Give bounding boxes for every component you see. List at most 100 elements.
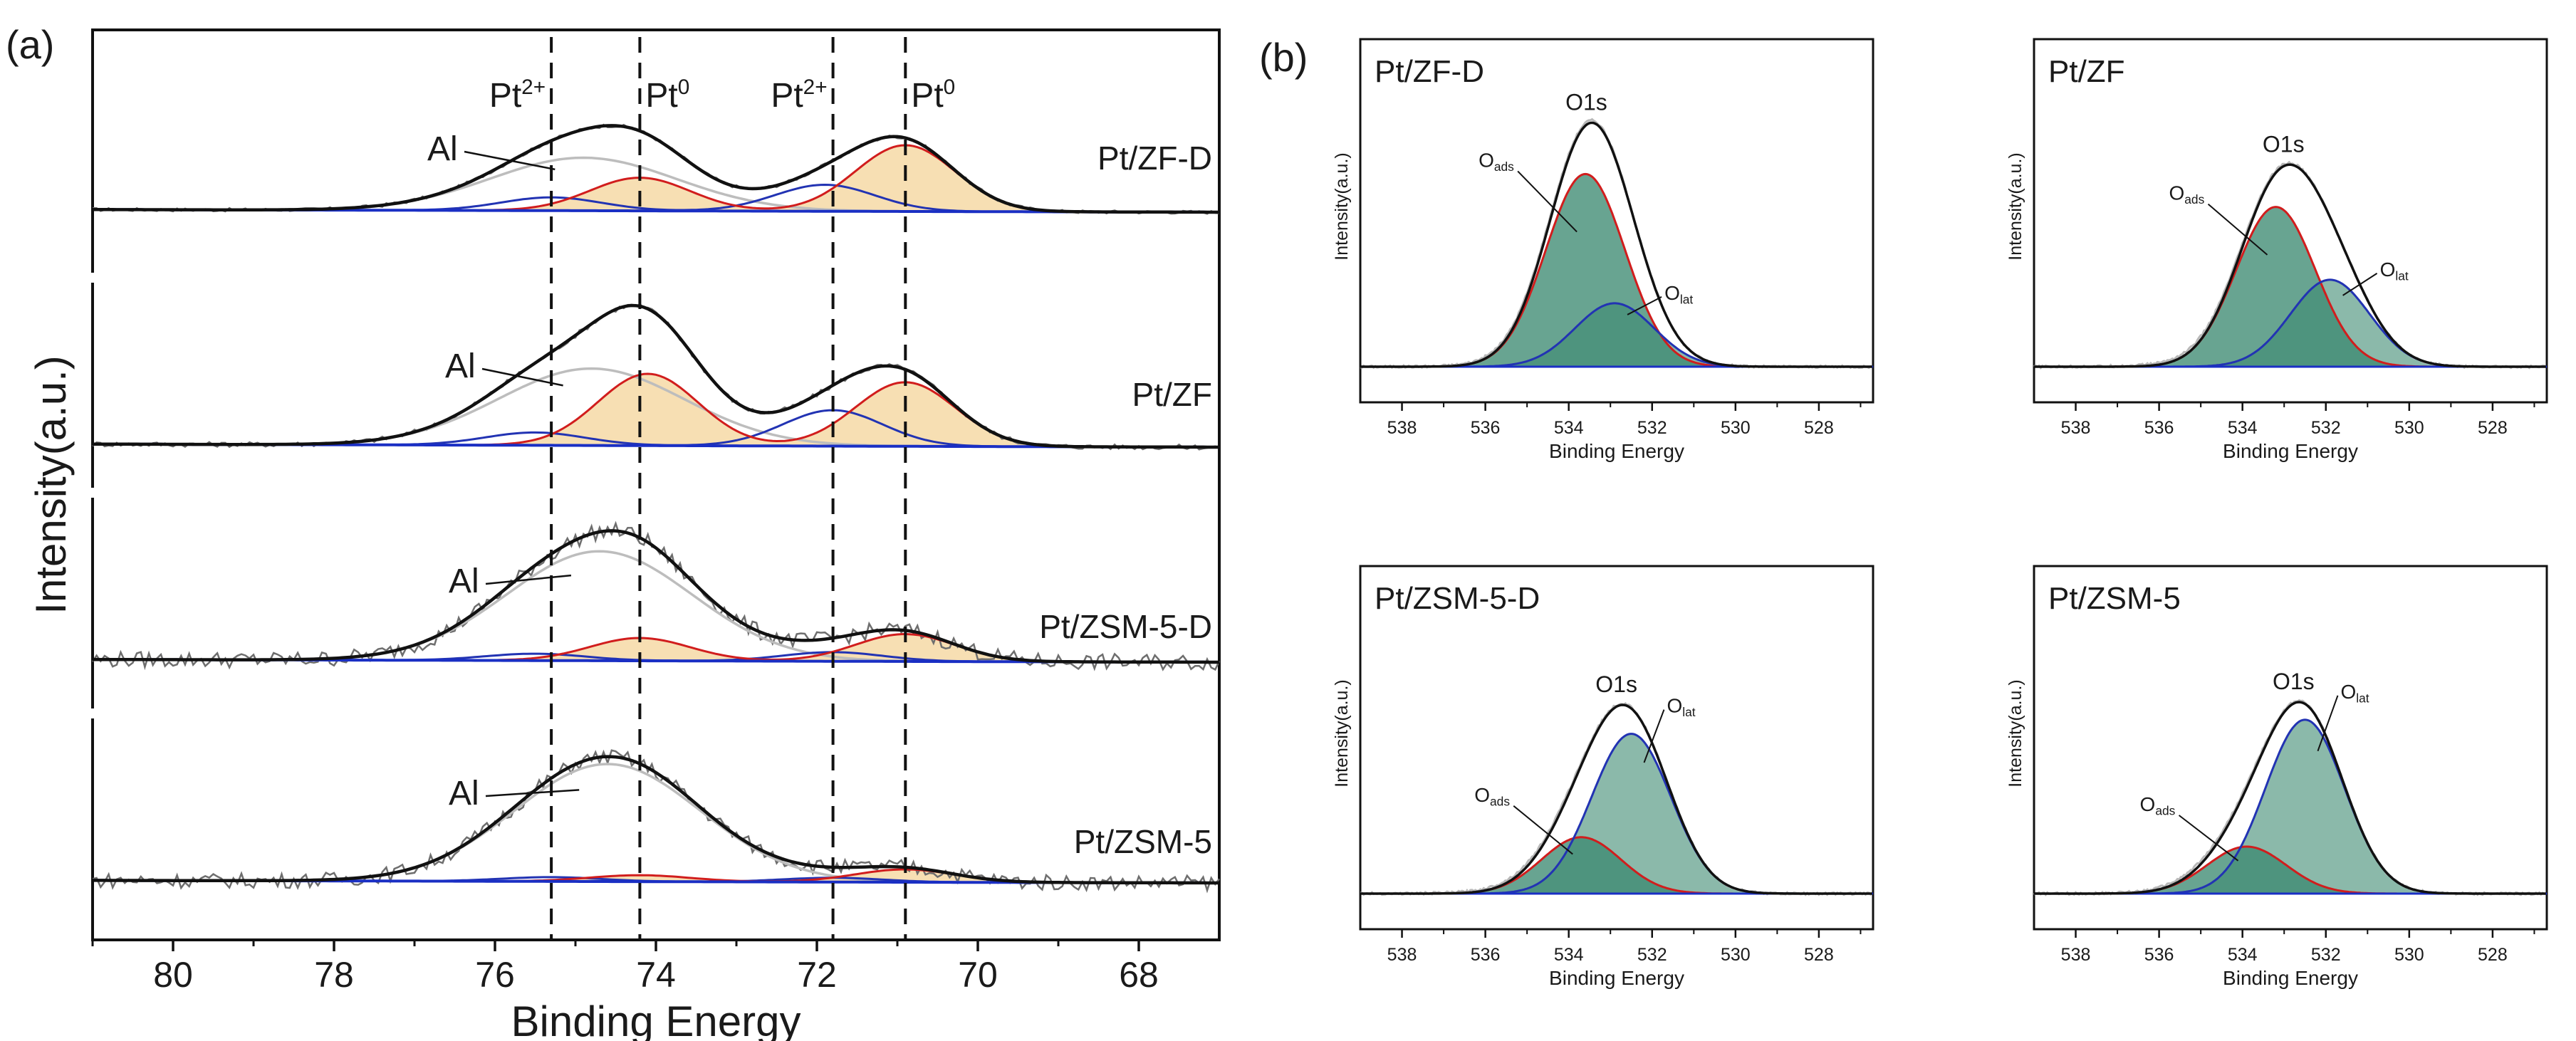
- x-tick-label: 528: [2478, 945, 2508, 965]
- oads-label-main: O: [2169, 182, 2185, 204]
- envelope-line: [93, 529, 1219, 664]
- subplot-frame: [1359, 38, 1874, 404]
- y-axis-title: Intensity(a.u.): [1332, 152, 1352, 260]
- x-tick-label: 68: [1119, 955, 1159, 995]
- x-axis-title: Binding Energy: [1549, 440, 1684, 462]
- pt-state-label-3: Pt2+: [771, 75, 827, 115]
- x-tick-label: 536: [1471, 418, 1501, 438]
- olat-fill-area: [1360, 303, 1872, 367]
- oads-label-sub: ads: [1490, 794, 1510, 808]
- x-tick-label: 76: [475, 955, 515, 995]
- olat-label: Olat: [1667, 695, 1695, 720]
- subplot-title: Pt/ZF-D: [1375, 54, 1484, 89]
- olat-label-sub: lat: [2356, 691, 2369, 705]
- x-axis-title: Binding Energy: [2223, 440, 2358, 462]
- oads-label-main: O: [1474, 784, 1490, 806]
- olat-label: Olat: [2340, 681, 2369, 706]
- oads-pointer-line: [2207, 203, 2268, 256]
- x-tick-label: 538: [2061, 418, 2091, 438]
- y-axis-title: Intensity(a.u.): [2006, 152, 2025, 260]
- subplot-title: Pt/ZF: [2048, 54, 2125, 89]
- panel-label-b: (b): [1259, 35, 1308, 80]
- oads-label-sub: ads: [2184, 192, 2204, 206]
- sample-label: Pt/ZSM-5-D: [1039, 608, 1212, 645]
- envelope-line: [2034, 701, 2546, 895]
- al-pointer-line: [464, 150, 556, 171]
- x-tick-label: 534: [2228, 945, 2258, 965]
- x-axis-title: Binding Energy: [511, 998, 801, 1041]
- x-tick-label: 536: [2144, 418, 2174, 438]
- pt0-fill-area: [93, 145, 1219, 212]
- subplot-title: Pt/ZSM-5-D: [1375, 581, 1540, 616]
- pt-state-label-3-sup: 2+: [803, 75, 828, 99]
- spectrum-pt-zsm-5-d: Al Pt/ZSM-5-D: [91, 520, 1221, 671]
- o1s-label: O1s: [2273, 669, 2315, 694]
- pt-state-label-1: Pt2+: [489, 75, 546, 115]
- x-tick-label: 72: [797, 955, 837, 995]
- spectrum-pt-zf-d: Al Pt/ZF-D: [92, 123, 1220, 215]
- subplot-frame: [2033, 565, 2548, 931]
- al-label: Al: [445, 347, 476, 385]
- al-component-line: [93, 763, 1219, 884]
- pt0-fill-area: [93, 374, 1219, 447]
- pt-state-label-2-sup: 0: [678, 75, 690, 99]
- x-tick-label: 530: [1721, 945, 1751, 965]
- olat-label-sub: lat: [1682, 705, 1696, 719]
- olat-label-sub: lat: [2395, 269, 2409, 283]
- al-pointer-line: [485, 574, 572, 585]
- subplot-frame: [2033, 38, 2548, 404]
- x-tick-label: 536: [1471, 945, 1501, 965]
- olat-fill-area: [1360, 733, 1872, 894]
- pt-state-label-1-sup: 2+: [521, 75, 546, 99]
- panel-a-pt4f: Al Pt/ZF-D Al Pt/ZF Al Pt/ZSM-5-D Al Pt/ZSM-5 Pt…: [27, 28, 1221, 1041]
- olat-label-main: O: [1664, 282, 1680, 304]
- olat-fill-area: [2034, 719, 2546, 894]
- oads-label: Oads: [1479, 149, 1514, 174]
- envelope-line: [1360, 121, 1872, 368]
- olat-label-main: O: [2380, 258, 2396, 281]
- envelope-line: [2034, 163, 2546, 368]
- sample-label: Pt/ZF: [1132, 376, 1212, 413]
- envelope-line: [1360, 703, 1872, 895]
- o1s-label: O1s: [2263, 131, 2305, 157]
- olat-label: Olat: [2380, 258, 2409, 283]
- sample-label: Pt/ZF-D: [1097, 140, 1212, 177]
- al-pointer-line: [485, 789, 580, 797]
- oads-pointer-line: [1513, 805, 1573, 855]
- al-pointer-line: [481, 367, 563, 387]
- x-tick-label: 536: [2144, 945, 2174, 965]
- olat-label-main: O: [2340, 681, 2356, 703]
- x-tick-label: 530: [2394, 945, 2424, 965]
- x-tick-label: 528: [1804, 945, 1834, 965]
- spectrum-pt-zf: Al Pt/ZF: [92, 303, 1220, 451]
- pt0-fill-area: [93, 634, 1219, 662]
- x-tick-label: 532: [2311, 945, 2341, 965]
- y-axis-title: Intensity(a.u.): [27, 355, 75, 614]
- x-tick-label: 80: [153, 955, 193, 995]
- subplot-frame: [1359, 565, 1874, 931]
- x-tick-label: 530: [2394, 418, 2424, 438]
- oads-label: Oads: [2140, 793, 2176, 818]
- o1s-label: O1s: [1565, 89, 1607, 115]
- sample-label: Pt/ZSM-5: [1074, 823, 1212, 860]
- oads-label-sub: ads: [2155, 804, 2175, 818]
- y-axis-title: Intensity(a.u.): [1332, 679, 1352, 787]
- spectrum-pt-zsm-5: Al Pt/ZSM-5: [92, 749, 1220, 894]
- x-tick-label: 532: [2311, 418, 2341, 438]
- al-label: Al: [449, 775, 479, 812]
- olat-label-sub: lat: [1680, 293, 1694, 307]
- olat-pointer-line: [1643, 709, 1665, 763]
- x-tick-label: 534: [1554, 945, 1584, 965]
- pt-state-label-2-main: Pt: [645, 77, 677, 115]
- x-tick-label: 538: [1387, 418, 1417, 438]
- envelope-line: [93, 124, 1219, 214]
- al-label: Al: [449, 563, 479, 600]
- x-tick-label: 530: [1721, 418, 1751, 438]
- olat-fill-area: [2034, 279, 2546, 367]
- x-tick-label: 70: [958, 955, 998, 995]
- olat-pointer-line: [1627, 296, 1662, 315]
